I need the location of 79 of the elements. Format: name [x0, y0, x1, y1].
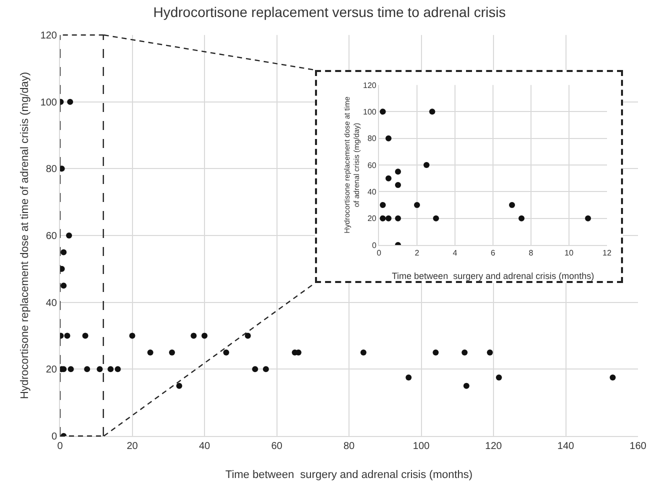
point — [433, 215, 439, 222]
point — [223, 349, 230, 356]
x-axis-title: Time between surgery and adrenal crisis (months) — [225, 469, 473, 481]
point — [60, 249, 67, 256]
point — [244, 332, 251, 339]
y-tick-label: 120 — [40, 30, 58, 42]
y-tick-label: 100 — [40, 97, 58, 108]
y-tick-label: 20 — [46, 364, 58, 376]
point — [395, 182, 401, 188]
chart-title: Hydrocortisone replacement versus time to adrenal crisis — [153, 4, 506, 20]
y-tick-label: 0 — [51, 432, 58, 442]
y-tick-label: 80 — [367, 134, 377, 144]
point — [386, 135, 392, 142]
point — [432, 349, 439, 356]
x-tick-label: 2 — [414, 248, 420, 258]
point — [66, 232, 72, 238]
point — [202, 332, 208, 339]
point — [96, 366, 103, 372]
point — [176, 382, 182, 389]
point — [496, 374, 502, 381]
x-tick-label: 40 — [198, 441, 210, 452]
x-tick-label: 140 — [557, 441, 575, 452]
point — [60, 266, 65, 272]
point — [168, 349, 175, 356]
x-tick-label: 8 — [528, 248, 534, 258]
y-tick-label: 40 — [46, 298, 58, 309]
point — [414, 202, 420, 208]
x-tick-label: 6 — [490, 248, 496, 258]
point — [395, 215, 401, 222]
x-tick-label: 10 — [564, 248, 574, 258]
point — [252, 366, 258, 372]
point — [60, 166, 65, 172]
x-tick-label: 120 — [485, 441, 502, 452]
point — [67, 98, 74, 105]
point — [610, 374, 616, 381]
x-tick-label: 4 — [452, 248, 458, 258]
point — [406, 374, 412, 381]
y-tick-label: 100 — [363, 107, 377, 116]
point — [147, 349, 154, 356]
point — [360, 349, 366, 356]
y-tick-label: 60 — [46, 231, 58, 242]
point — [114, 366, 121, 372]
x-tick-label: 60 — [271, 441, 283, 452]
point — [64, 332, 70, 339]
x-tick-label: 12 — [602, 248, 612, 258]
x-tick-label: 100 — [412, 441, 430, 452]
point — [108, 366, 114, 372]
point — [424, 162, 430, 168]
point — [68, 366, 74, 372]
y-tick-label: 60 — [367, 160, 377, 170]
point — [509, 202, 515, 208]
point — [380, 215, 386, 222]
point — [463, 382, 470, 389]
x-axis-title: Time between surgery and adrenal crisis (months) — [392, 271, 594, 281]
point — [518, 215, 524, 222]
point — [60, 282, 67, 289]
y-tick-label: 120 — [363, 80, 377, 90]
point — [462, 349, 468, 356]
x-tick-label: 80 — [343, 441, 355, 452]
point — [380, 202, 386, 208]
point — [82, 332, 88, 339]
x-tick-label: 160 — [630, 441, 647, 452]
x-tick-label: 20 — [126, 441, 138, 452]
point — [84, 366, 90, 372]
point — [486, 349, 493, 356]
y-tick-label: 0 — [372, 240, 377, 250]
point — [380, 108, 386, 115]
point — [386, 175, 392, 182]
point — [585, 215, 591, 222]
y-tick-label: 80 — [46, 164, 58, 176]
point — [190, 332, 197, 339]
point — [395, 168, 401, 175]
y-tick-label: 40 — [367, 187, 377, 196]
point — [429, 108, 436, 115]
point — [386, 215, 392, 222]
y-axis-title: Hydrocortisone replacement dose at time of adrenal crisis (mg/day) — [19, 72, 31, 400]
point — [262, 366, 269, 372]
point — [129, 332, 136, 339]
y-tick-label: 20 — [367, 214, 377, 224]
